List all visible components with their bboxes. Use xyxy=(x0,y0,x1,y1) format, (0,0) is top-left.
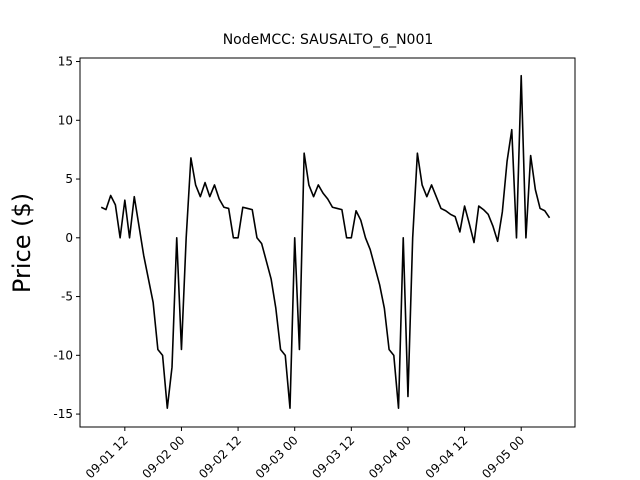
x-tick-label: 09-03 12 xyxy=(309,433,357,480)
y-tick-label: 10 xyxy=(58,113,73,127)
x-tick-label: 09-05 00 xyxy=(479,433,527,480)
y-tick-label: 5 xyxy=(65,172,73,186)
y-tick-label: -5 xyxy=(61,290,73,304)
y-tick-label: 15 xyxy=(58,55,73,69)
chart-title: NodeMCC: SAUSALTO_6_N001 xyxy=(223,32,434,48)
x-tick-label: 09-03 00 xyxy=(253,433,301,480)
y-tick-label: -15 xyxy=(53,407,73,421)
x-tick-label: 09-01 12 xyxy=(83,433,131,480)
y-tick-label: 0 xyxy=(65,231,73,245)
y-tick-label: -10 xyxy=(53,348,73,362)
x-tick-label: 09-02 12 xyxy=(196,433,244,480)
x-tick-label: 09-02 00 xyxy=(140,433,188,480)
x-tick-label: 09-04 12 xyxy=(423,433,471,480)
plot-frame xyxy=(79,57,576,428)
x-tick-label: 09-04 00 xyxy=(366,433,414,480)
price-line xyxy=(100,74,551,409)
y-axis-label: Price ($) xyxy=(8,193,36,293)
